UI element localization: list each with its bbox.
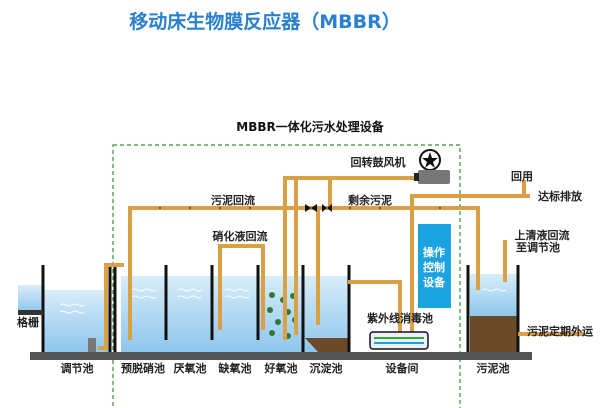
- uv-label: 紫外线消毒池: [367, 311, 433, 325]
- diagram-subtitle: MBBR一体化污水处理设备: [236, 119, 384, 134]
- pipes: [98, 176, 585, 350]
- tank-label: 调节池: [61, 361, 94, 375]
- control-label-2: 控制: [423, 260, 445, 274]
- flow-markers: [158, 206, 442, 210]
- ground-base: [30, 352, 532, 360]
- control-equipment: [418, 224, 451, 308]
- uv-disinfection-tank: [369, 331, 429, 350]
- supernatant-label-1: 上清液回流: [515, 228, 570, 242]
- reuse-label: 回用: [511, 169, 533, 183]
- tank-label: 沉淀池: [310, 361, 343, 375]
- control-label-1: 操作: [423, 245, 445, 259]
- tank-label: 预脱硝池: [121, 361, 165, 375]
- control-label-3: 设备: [423, 275, 446, 289]
- excess-sludge-label: 剩余污泥: [348, 193, 392, 207]
- blower-label: 回转鼓风机: [351, 155, 406, 169]
- tank-label: 污泥池: [477, 361, 510, 375]
- nitrate-return-label: 硝化液回流: [213, 229, 268, 243]
- tank-label: 好氧池: [264, 361, 298, 375]
- tank-label: 厌氧池: [174, 361, 207, 375]
- sludge-out-label: 污泥定期外运: [527, 324, 593, 338]
- equipment-boundary: [112, 144, 461, 408]
- tank-label: 缺氧池: [218, 361, 252, 375]
- pump: [88, 338, 96, 352]
- sludge: [470, 316, 517, 352]
- tank-walls: [41, 265, 520, 352]
- grille-label: 格栅: [17, 315, 39, 329]
- settled-sludge: [305, 338, 348, 352]
- valve-icon[interactable]: [305, 204, 332, 212]
- supernatant-label-2: 至调节池: [516, 240, 560, 254]
- tank-labels: 调节池 预脱硝池 厌氧池 缺氧池 好氧池 沉淀池 设备间 污泥池: [61, 361, 510, 375]
- tank-label: 设备间: [386, 361, 419, 375]
- discharge-label: 达标排放: [538, 189, 583, 203]
- sludge-return-label: 污泥回流: [211, 193, 255, 207]
- wave-marks: [59, 288, 507, 314]
- water: [18, 274, 517, 352]
- page-title: 移动床生物膜反应器（MBBR）: [129, 10, 401, 33]
- grille-ledge: [18, 310, 43, 315]
- blower-icon: [414, 149, 450, 184]
